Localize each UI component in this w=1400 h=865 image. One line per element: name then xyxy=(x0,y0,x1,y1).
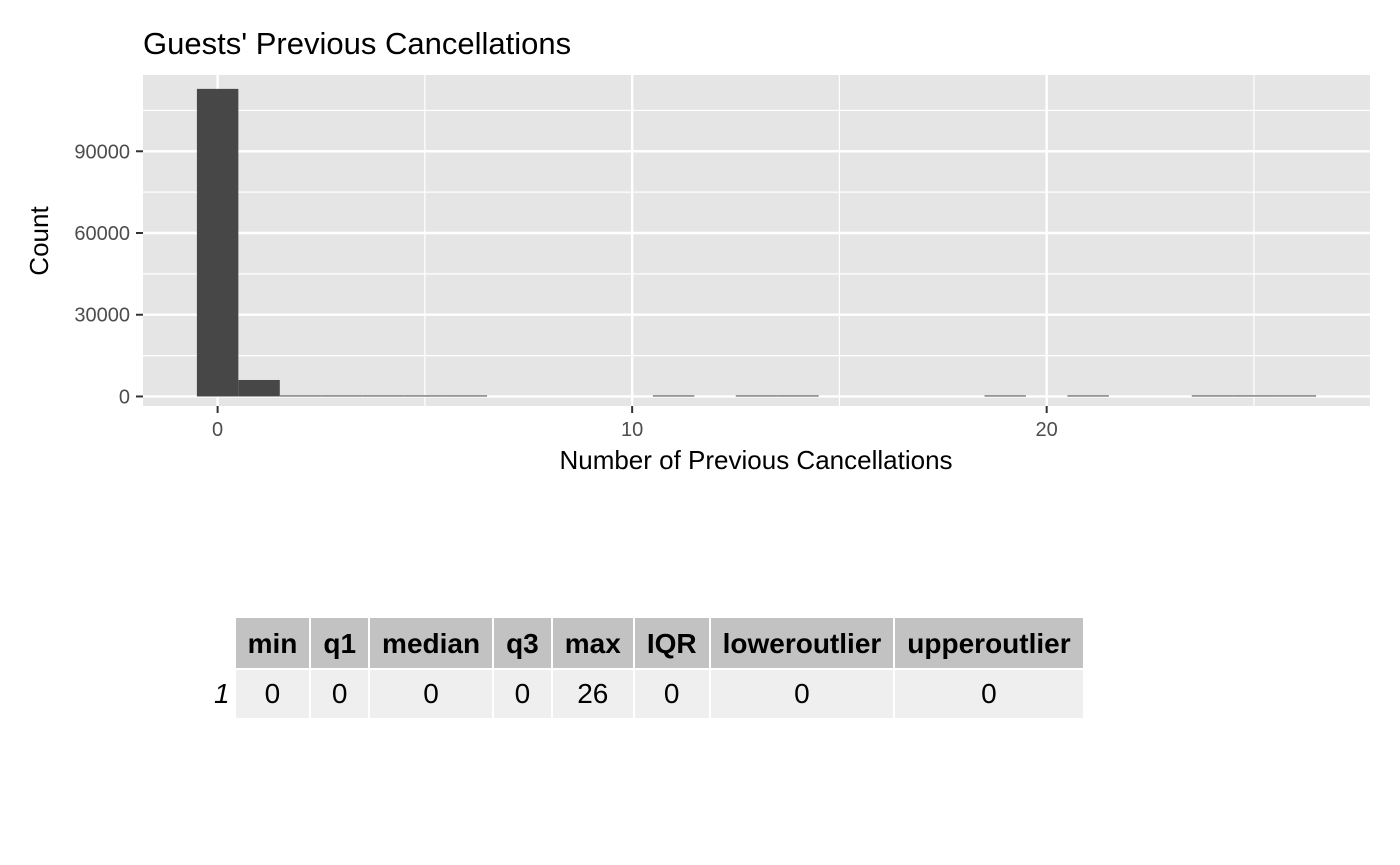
stats-header-max: max xyxy=(550,616,635,670)
histogram-bar xyxy=(735,395,778,397)
histogram-bar xyxy=(1274,395,1317,397)
plot-panel xyxy=(143,75,1370,406)
histogram-bar xyxy=(1067,395,1109,397)
stats-cell-q1: 0 xyxy=(309,668,371,720)
x-tick-label: 0 xyxy=(212,419,223,441)
stats-row-name: 1 xyxy=(200,668,236,720)
y-tick-label: 30000 xyxy=(74,305,130,327)
histogram-bar xyxy=(279,395,322,397)
x-axis-label: Number of Previous Cancellations xyxy=(559,445,952,475)
stats-cell-upperoutlier: 0 xyxy=(893,668,1085,720)
x-tick-label: 10 xyxy=(621,419,643,441)
stats-cell-min: 0 xyxy=(233,668,312,720)
y-tick-label: 60000 xyxy=(74,223,130,245)
stats-header-iqr: IQR xyxy=(632,616,711,670)
chart-title: Guests' Previous Cancellations xyxy=(143,26,571,61)
x-axis: 0 10 20 xyxy=(212,406,1058,441)
stats-header-min: min xyxy=(233,616,312,670)
y-axis-label: Count xyxy=(24,206,54,276)
stats-header-q1: q1 xyxy=(309,616,371,670)
stats-header-median: median xyxy=(368,616,495,670)
stats-cell-q3: 0 xyxy=(492,668,553,720)
stats-cell-loweroutlier: 0 xyxy=(708,668,896,720)
stats-corner-cell xyxy=(200,616,236,670)
histogram-bar xyxy=(238,379,280,397)
stats-cell-max: 26 xyxy=(550,668,635,720)
histogram-bar xyxy=(445,395,488,397)
histogram-chart: Guests' Previous Cancellations 0 30000 600… xyxy=(24,26,1370,475)
histogram-bars xyxy=(196,88,1317,397)
stats-header-loweroutlier: loweroutlier xyxy=(708,616,896,670)
histogram-bar xyxy=(984,395,1026,397)
histogram-bar xyxy=(1233,395,1275,397)
stats-header-q3: q3 xyxy=(492,616,553,670)
histogram-bar xyxy=(362,395,405,397)
histogram-bar xyxy=(1191,395,1234,397)
histogram-bar xyxy=(652,395,695,397)
histogram-bar xyxy=(196,88,239,397)
stats-row: 1 0 0 0 0 26 0 0 0 xyxy=(200,668,1085,720)
x-tick-label: 20 xyxy=(1036,419,1058,441)
histogram-bar xyxy=(777,395,819,397)
y-tick-label: 0 xyxy=(119,386,130,408)
histogram-bar xyxy=(321,395,363,397)
stats-header-upperoutlier: upperoutlier xyxy=(893,616,1085,670)
stats-header-row: min q1 median q3 max IQR loweroutlier upperoutl… xyxy=(200,616,1085,670)
stats-cell-iqr: 0 xyxy=(632,668,711,720)
stats-cell-median: 0 xyxy=(368,668,495,720)
y-tick-label: 90000 xyxy=(74,141,130,163)
y-axis: 0 30000 60000 90000 xyxy=(74,141,143,408)
histogram-bar xyxy=(404,395,446,397)
summary-stats-table: min q1 median q3 max IQR loweroutlier upperoutl… xyxy=(200,616,1085,720)
